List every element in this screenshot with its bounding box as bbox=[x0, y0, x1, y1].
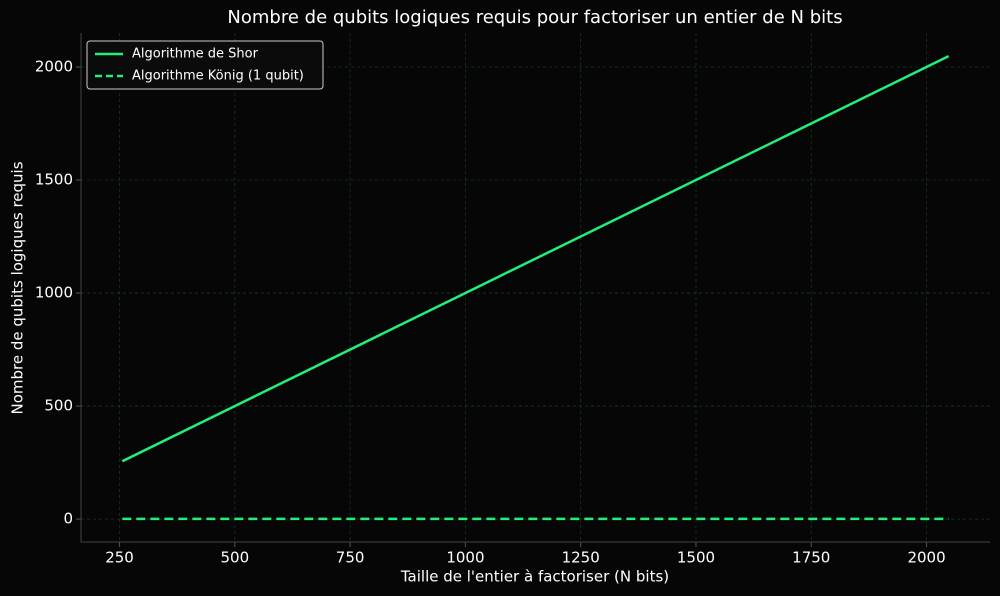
x-tick-label: 1750 bbox=[792, 549, 830, 567]
x-tick-label: 2000 bbox=[907, 549, 945, 567]
line-series bbox=[121, 55, 950, 463]
x-tick-label: 1250 bbox=[562, 549, 600, 567]
legend: Algorithme de Shor Algorithme König (1 qu… bbox=[86, 40, 324, 90]
y-axis-label: Nombre de qubits logiques requis bbox=[9, 161, 27, 414]
x-tick-label: 500 bbox=[221, 549, 250, 567]
y-tick-label: 500 bbox=[44, 397, 73, 415]
x-tick-label: 750 bbox=[336, 549, 365, 567]
x-tick-label: 1000 bbox=[446, 549, 484, 567]
x-tick-label: 250 bbox=[105, 549, 134, 567]
legend-label: Algorithme König (1 qubit) bbox=[132, 69, 304, 84]
x-tick-label: 1500 bbox=[677, 549, 715, 567]
x-axis-label: Taille de l'entier à factoriser (N bits) bbox=[400, 568, 669, 586]
y-tick-label: 0 bbox=[63, 510, 73, 528]
y-tick-label: 1000 bbox=[35, 284, 73, 302]
legend-box bbox=[86, 40, 324, 90]
chart-title: Nombre de qubits logiques requis pour fa… bbox=[227, 7, 842, 28]
y-tick-label: 2000 bbox=[35, 57, 73, 75]
y-tick-label: 1500 bbox=[35, 171, 73, 189]
legend-label: Algorithme de Shor bbox=[132, 47, 259, 62]
